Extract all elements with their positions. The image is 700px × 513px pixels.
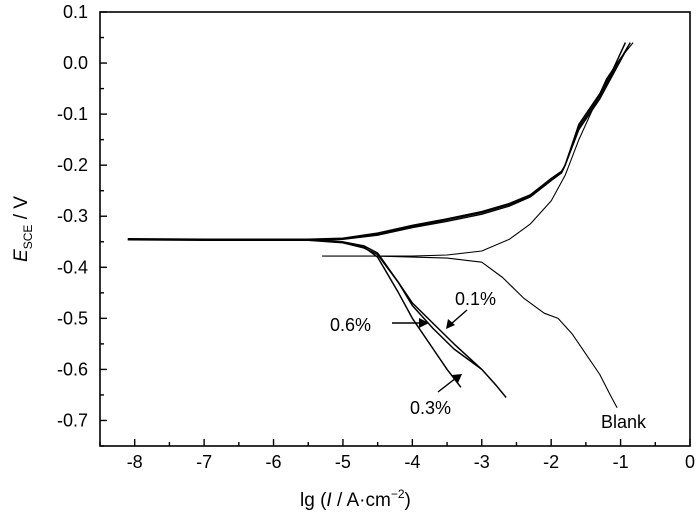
series-0-1--anodic <box>127 42 627 240</box>
y-tick-label: -0.6 <box>57 359 88 379</box>
x-tick-label: -5 <box>335 452 351 472</box>
curves <box>127 42 634 408</box>
y-tick-label: 0.1 <box>63 2 88 22</box>
y-tick-label: -0.2 <box>57 155 88 175</box>
arrow-0-1pct-head <box>446 319 455 329</box>
y-tick-label: -0.3 <box>57 206 88 226</box>
y-tick-label: -0.4 <box>57 257 88 277</box>
y-tick-label: -0.7 <box>57 410 88 430</box>
series-0-6--cathodic <box>308 239 507 398</box>
y-tick-label: -0.1 <box>57 104 88 124</box>
x-tick-label: -3 <box>474 452 490 472</box>
arrow-0-1pct-line <box>450 309 468 325</box>
series-blank-anodic <box>322 42 634 257</box>
arrow-0-6pct-head <box>419 318 429 328</box>
series-blank-cathodic <box>377 255 618 408</box>
label-blank: Blank <box>601 412 647 432</box>
label-0-6pct: 0.6% <box>330 315 371 335</box>
x-tick-label: -6 <box>266 452 282 472</box>
arrow-0-3pct-line <box>437 377 457 393</box>
x-axis-title: lg (I / A·cm−2) <box>300 487 411 511</box>
series-0-6--anodic <box>127 47 629 241</box>
label-0-1pct: 0.1% <box>455 289 496 309</box>
label-0-3pct: 0.3% <box>410 398 451 418</box>
x-tick-label: -1 <box>613 452 629 472</box>
series-0-3--anodic <box>127 42 631 241</box>
plot-frame <box>99 11 691 447</box>
x-tick-label: 0 <box>685 452 695 472</box>
y-axis-title: ESCE / V <box>11 196 35 262</box>
x-tick-label: -4 <box>404 452 420 472</box>
y-tick-label: 0.0 <box>63 53 88 73</box>
axis-ticks: -8 -7 -6 -5 -4 -3 -2 -1 0 0.1 0.0 -0.1 -0.2 -0.3 -0.4 -… <box>57 2 695 472</box>
x-tick-label: -8 <box>127 452 143 472</box>
y-tick-label: -0.5 <box>57 308 88 328</box>
arrow-0-3pct-head <box>452 374 462 383</box>
x-tick-label: -2 <box>543 452 559 472</box>
x-tick-label: -7 <box>196 452 212 472</box>
